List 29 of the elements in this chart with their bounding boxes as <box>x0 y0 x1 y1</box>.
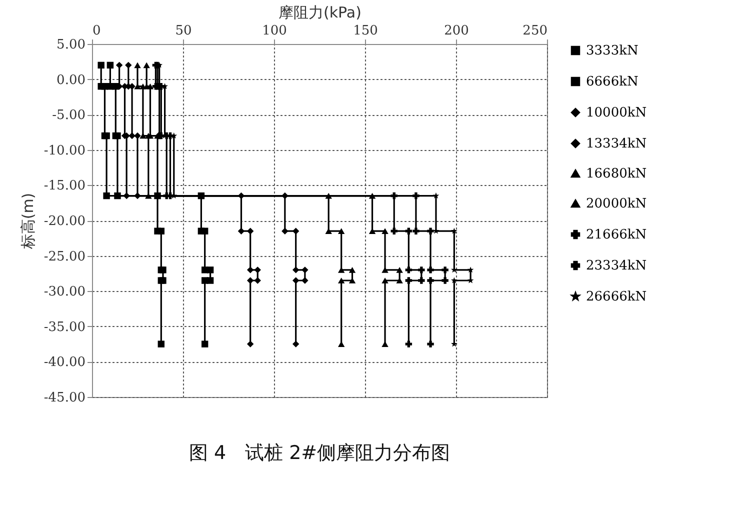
y-tick-label: -25.00 <box>44 249 86 264</box>
legend-label: 26666kN <box>586 290 647 304</box>
y-tick-label: 0.00 <box>56 72 86 88</box>
legend-label: 21666kN <box>586 228 647 242</box>
y-tick-label: -10.00 <box>44 143 86 158</box>
text: 图 4 试桩 2#侧摩阻力分布图 <box>188 442 450 464</box>
legend-label: 20000kN <box>586 196 647 212</box>
y-tick-label: -45.00 <box>44 390 86 406</box>
x-tick-label: 50 <box>175 24 192 38</box>
legend-label: 16680kN <box>586 166 647 182</box>
y-tick-label: -5.00 <box>52 108 86 124</box>
x-tick-label: 0 <box>92 24 101 38</box>
legend-label: 13334kN <box>586 136 647 152</box>
y-axis-title: 标高(m) <box>18 192 37 250</box>
legend-label: 23334kN <box>586 258 647 274</box>
x-tick-label: 250 <box>522 24 548 38</box>
x-tick-label: 100 <box>262 24 287 38</box>
y-tick-label: -20.00 <box>44 214 86 229</box>
x-tick-label: 200 <box>444 24 469 38</box>
x-axis-title: 摩阻力(kPa) <box>278 4 362 22</box>
y-tick-label: -35.00 <box>44 320 86 335</box>
legend-label: 3333kN <box>586 44 638 58</box>
y-tick-label: 5.00 <box>56 38 86 52</box>
y-tick-label: -40.00 <box>44 355 86 370</box>
legend-label: 10000kN <box>586 106 647 120</box>
legend-label: 6666kN <box>586 74 638 90</box>
y-tick-label: -30.00 <box>44 284 86 300</box>
y-tick-label: -15.00 <box>44 178 86 194</box>
x-tick-label: 150 <box>353 24 378 38</box>
